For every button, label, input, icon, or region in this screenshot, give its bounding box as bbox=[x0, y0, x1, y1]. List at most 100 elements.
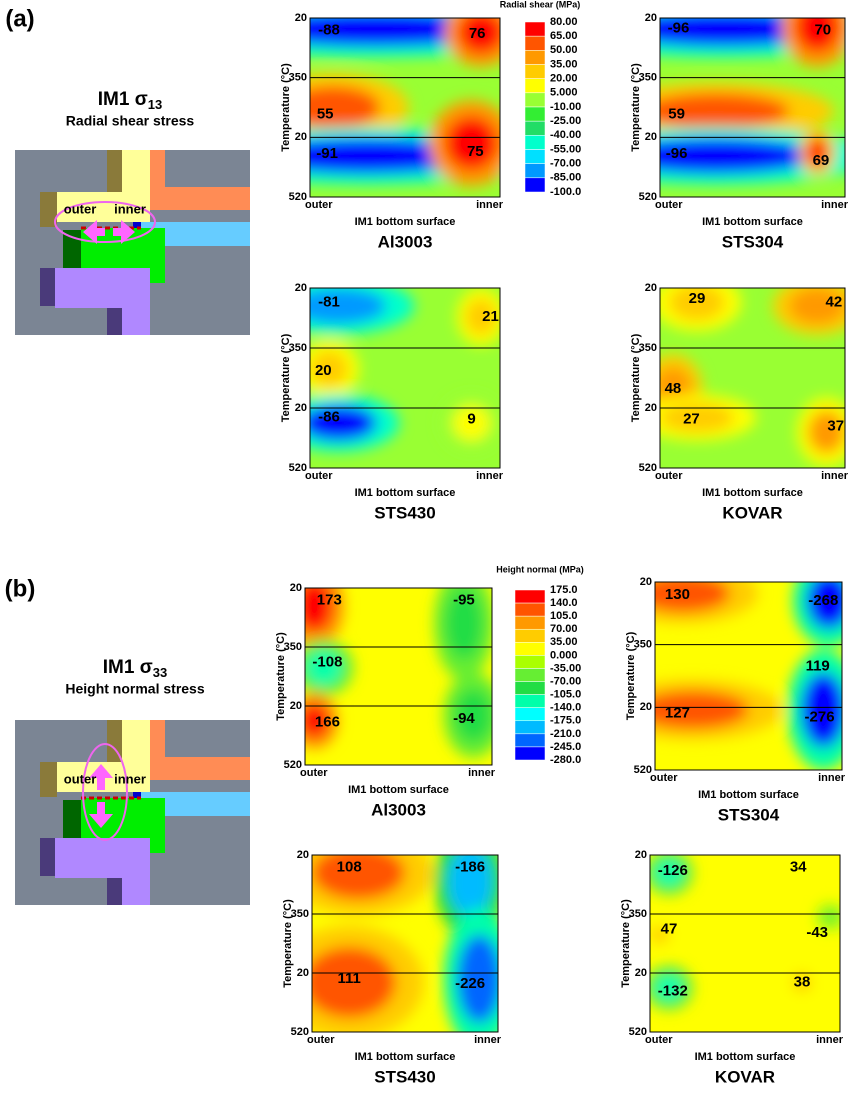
y-tick-label: 20 bbox=[295, 282, 307, 294]
title-subscript: 33 bbox=[153, 665, 167, 680]
part bbox=[107, 878, 122, 905]
part bbox=[40, 762, 57, 797]
colorbar-label: 0.000 bbox=[550, 649, 578, 661]
contour-core bbox=[821, 908, 840, 926]
colorbar-label: 35.00 bbox=[550, 58, 578, 70]
part bbox=[150, 150, 165, 190]
contour-core bbox=[669, 288, 725, 321]
colorbar-swatch bbox=[514, 746, 546, 761]
colorbar-label: 70.00 bbox=[550, 623, 578, 635]
contour-core bbox=[457, 934, 498, 1024]
annotation: 42 bbox=[826, 293, 843, 310]
part bbox=[150, 187, 250, 210]
colorbar-title: Radial shear (MPa) bbox=[500, 0, 581, 9]
annotation: 173 bbox=[317, 591, 342, 608]
colorbar-title: Height normal (MPa) bbox=[496, 564, 584, 574]
y-axis-label: Temperature (°C) bbox=[275, 632, 287, 721]
colorbar-label: -70.00 bbox=[550, 158, 581, 170]
contour-core bbox=[660, 403, 734, 432]
y-tick-label: 350 bbox=[284, 641, 302, 653]
contour-core bbox=[310, 405, 377, 441]
colorbar-label: -210.0 bbox=[550, 728, 581, 740]
colorbar-swatch bbox=[514, 707, 546, 722]
material-name: STS430 bbox=[374, 1067, 435, 1086]
colorbar-swatch bbox=[524, 64, 546, 79]
colorbar-label: -40.00 bbox=[550, 129, 581, 141]
colorbar-swatch bbox=[514, 615, 546, 630]
heatmap-blobs bbox=[310, 288, 500, 452]
contour-core bbox=[465, 298, 497, 335]
contour-core bbox=[800, 672, 842, 748]
annotation: 76 bbox=[469, 25, 486, 42]
colorbar-label: 35.00 bbox=[550, 636, 578, 648]
contour-core bbox=[650, 925, 669, 944]
y-tick-label: 20 bbox=[297, 967, 309, 979]
heatmap-blobs bbox=[655, 582, 842, 770]
contour-core bbox=[305, 649, 343, 686]
y-tick-label: 520 bbox=[284, 759, 302, 771]
contour-core bbox=[458, 18, 500, 54]
annotation: -91 bbox=[316, 145, 338, 162]
contour-core bbox=[806, 582, 842, 629]
material-name: Al3003 bbox=[371, 800, 426, 819]
contour-core bbox=[795, 18, 840, 53]
contour-core bbox=[310, 86, 381, 129]
title-subscript: 13 bbox=[148, 97, 162, 112]
contour-core bbox=[312, 947, 396, 1018]
colorbar-label: -175.0 bbox=[550, 715, 581, 727]
colorbar-label: -245.0 bbox=[550, 741, 581, 753]
annotation: -276 bbox=[805, 708, 835, 725]
y-tick-label: 20 bbox=[645, 402, 657, 414]
x-tick-label: outer bbox=[307, 1034, 335, 1046]
plot-frame bbox=[659, 287, 846, 469]
material-name: KOVAR bbox=[722, 503, 782, 522]
part bbox=[40, 268, 55, 306]
x-tick-label: inner bbox=[474, 1034, 502, 1046]
annotation: 55 bbox=[317, 106, 334, 123]
part bbox=[63, 800, 81, 845]
colorbar-label: -140.0 bbox=[550, 702, 581, 714]
contour-core bbox=[655, 582, 730, 613]
heatmap-blobs bbox=[305, 588, 492, 758]
annotation: 127 bbox=[665, 705, 690, 722]
y-axis-label: Temperature (°C) bbox=[280, 333, 292, 422]
annotation: -43 bbox=[806, 924, 828, 941]
contour-core bbox=[653, 973, 685, 1002]
annotation: -226 bbox=[455, 975, 485, 992]
colorbar-label: -35.00 bbox=[550, 662, 581, 674]
x-axis-label: IM1 bottom surface bbox=[355, 1051, 456, 1063]
heatmap-blobs bbox=[660, 18, 845, 185]
annotation: -126 bbox=[658, 862, 688, 879]
x-tick-label: inner bbox=[816, 1034, 844, 1046]
y-tick-label: 20 bbox=[645, 131, 657, 143]
part bbox=[40, 838, 55, 876]
annotation: 9 bbox=[467, 410, 475, 427]
heatmap bbox=[310, 18, 500, 197]
annotation: -94 bbox=[453, 710, 475, 727]
annotation: 47 bbox=[661, 920, 678, 937]
y-tick-label: 20 bbox=[645, 282, 657, 294]
colorbar-swatch bbox=[514, 694, 546, 708]
part bbox=[122, 308, 150, 335]
part bbox=[40, 192, 57, 227]
plot-frame bbox=[309, 287, 501, 469]
y-tick-label: 350 bbox=[634, 639, 652, 651]
x-axis-label: IM1 bottom surface bbox=[355, 487, 456, 499]
annotation: 75 bbox=[467, 143, 484, 160]
diagram-label: inner bbox=[114, 771, 146, 786]
x-tick-label: inner bbox=[821, 199, 849, 211]
annotation: 21 bbox=[482, 308, 499, 325]
annotation: 59 bbox=[668, 106, 685, 123]
y-axis-label: Temperature (°C) bbox=[280, 63, 292, 152]
x-axis-label: IM1 bottom surface bbox=[702, 216, 803, 228]
panel-label: (a) bbox=[5, 5, 34, 32]
panel-subtitle: Height normal stress bbox=[65, 681, 204, 697]
colorbar-swatch bbox=[524, 50, 546, 65]
x-tick-label: inner bbox=[476, 199, 504, 211]
panel-label: (b) bbox=[5, 575, 36, 602]
x-tick-label: inner bbox=[468, 767, 496, 779]
plot-frame bbox=[311, 854, 499, 1033]
plot-frame bbox=[309, 17, 501, 198]
annotation: -88 bbox=[318, 21, 340, 38]
